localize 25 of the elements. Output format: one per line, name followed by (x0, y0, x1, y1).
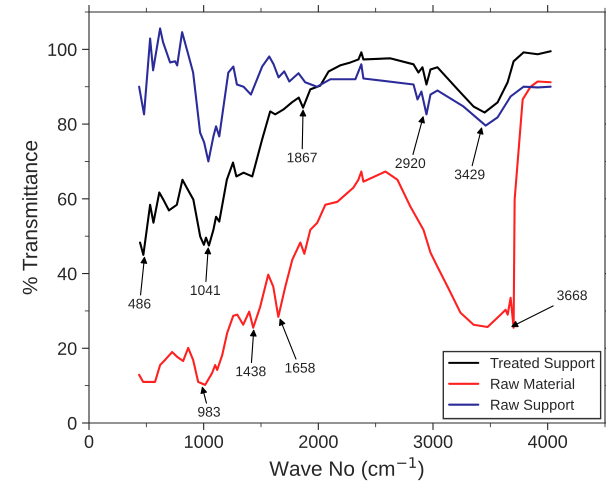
annotation: 2920 (396, 158, 426, 168)
legend-label: Raw Support (491, 400, 574, 413)
y-tick-label: 0 (68, 416, 76, 430)
x-axis-title: Wave No (cm$^{−1}$) (269, 457, 424, 480)
legend-label: Treated Support (490, 357, 595, 372)
annotation: 3668 (557, 290, 587, 300)
annotation: 1658 (286, 362, 315, 373)
x-tick-label: 2000 (299, 435, 338, 448)
y-tick-label: 20 (58, 342, 76, 355)
x-tick-label: 1000 (184, 435, 224, 448)
annotation: 3429 (454, 169, 484, 180)
annotation: 983 (198, 406, 220, 417)
x-tick-label: 3000 (414, 435, 452, 448)
annotation: 1867 (288, 152, 317, 162)
annotation: 486 (128, 298, 150, 309)
x-tick-label: 4000 (528, 435, 568, 448)
y-tick-label: 40 (58, 267, 76, 280)
y-tick-label: 100 (48, 43, 76, 56)
annotation: 1041 (190, 285, 220, 296)
y-axis-title: % Transmittance (22, 140, 38, 294)
x-tick-label: 0 (84, 435, 94, 448)
y-tick-label: 60 (58, 192, 76, 206)
annotation: 1438 (236, 366, 266, 376)
y-tick-label: 80 (58, 118, 76, 131)
legend-label: Raw Material (491, 378, 574, 390)
